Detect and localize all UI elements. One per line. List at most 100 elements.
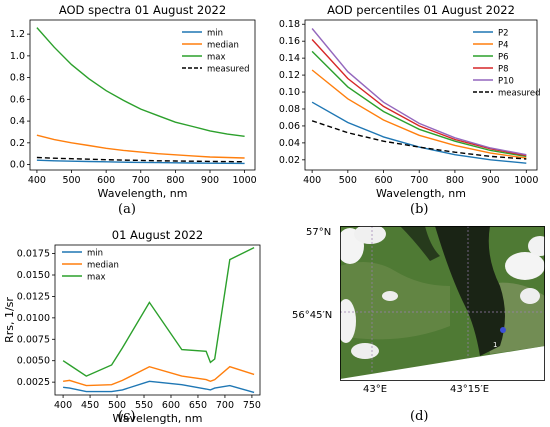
map-river	[435, 226, 505, 356]
x-tick-label: 700	[410, 175, 428, 186]
chart-title: 01 August 2022	[112, 228, 203, 242]
y-tick-label: 0.08	[279, 104, 300, 115]
y-tick-label: 0.04	[279, 138, 300, 149]
map-frame	[340, 226, 545, 381]
y-tick-label: 0.06	[279, 121, 300, 132]
legend-label: median	[207, 41, 239, 51]
x-tick-label: 900	[482, 175, 500, 186]
plot-frame	[29, 19, 256, 171]
chart-aod-spectra: AOD spectra 01 August 2022 400 500 600 700 80…	[0, 3, 257, 200]
panel-label-c: (c)	[118, 409, 136, 424]
map-point-label: 1	[493, 341, 497, 349]
x-tick-label: 500	[62, 175, 80, 186]
x-tick-label: 400	[303, 175, 321, 186]
legend-label: P8	[498, 65, 509, 75]
legend-label: P6	[498, 53, 509, 63]
x-tick-label: 400	[54, 400, 72, 411]
y-tick-label: 0.0125	[17, 291, 50, 302]
map-lon-label: 43°E	[363, 384, 388, 395]
x-tick-label: 600	[97, 175, 115, 186]
x-tick-label: 500	[108, 400, 126, 411]
chart-title: AOD spectra 01 August 2022	[59, 3, 226, 17]
series-line-P2	[311, 101, 527, 164]
y-tick-label: 0.0	[10, 160, 25, 171]
x-axis-label: Wavelength, nm	[376, 187, 466, 200]
map-land-texture	[340, 262, 450, 340]
series-line-median	[36, 134, 245, 159]
chart-rrs: 01 August 2022 400 450 500 550 600 650 700 750 0.…	[3, 228, 261, 425]
legend-label: median	[87, 261, 119, 271]
series-line-P10	[311, 28, 527, 156]
y-tick-label: 0.0150	[17, 270, 50, 281]
map-lat-label: 56°45′N	[292, 310, 333, 321]
legend-label: measured	[498, 89, 540, 99]
legend-label: P10	[498, 77, 514, 87]
map-cloud	[520, 288, 540, 304]
x-axis-label: Wavelength, nm	[98, 187, 188, 200]
panel-label-b: (b)	[410, 202, 429, 217]
x-tick-label: 700	[216, 400, 234, 411]
panel-label-d: (d)	[410, 409, 429, 424]
x-tick-label: 400	[28, 175, 46, 186]
map-cloud	[351, 343, 379, 359]
map-cloud	[382, 291, 398, 301]
series-line-min	[36, 159, 245, 165]
y-tick-label: 0.18	[279, 19, 300, 30]
plot-frame	[304, 19, 538, 171]
series-line-P6	[311, 50, 527, 158]
x-tick-label: 900	[201, 175, 219, 186]
map-cloud	[354, 226, 386, 244]
x-tick-label: 1000	[514, 175, 538, 186]
series-line-median	[63, 365, 255, 387]
x-tick-label: 500	[339, 175, 357, 186]
y-tick-label: 0.8	[10, 73, 25, 84]
y-tick-label: 0.2	[10, 138, 25, 149]
legend-label: measured	[207, 65, 249, 75]
y-axis-label: Rrs, 1/sr	[3, 297, 16, 343]
series-line-P4	[311, 69, 527, 159]
series-line-min	[63, 380, 255, 394]
map-cloud	[505, 252, 545, 280]
y-tick-label: 0.6	[10, 94, 25, 105]
map-cloud	[340, 299, 356, 343]
y-axis-label: AOD	[0, 83, 1, 107]
satellite-map: 1	[340, 226, 545, 381]
y-tick-label: 0.02	[279, 155, 300, 166]
chart-aod-percentiles: AOD percentiles 01 August 2022 400 500 600 7…	[275, 3, 540, 200]
series-line-max	[36, 27, 245, 137]
legend-label: max	[87, 273, 106, 283]
x-tick-label: 550	[135, 400, 153, 411]
y-tick-label: 0.0025	[17, 377, 50, 388]
legend-label: P4	[498, 41, 509, 51]
y-tick-label: 1.0	[10, 51, 25, 62]
x-tick-label: 800	[446, 175, 464, 186]
legend-label: min	[87, 249, 103, 259]
y-tick-label: 0.12	[279, 70, 300, 81]
legend-label: max	[207, 53, 226, 63]
map-river-branch	[400, 226, 440, 261]
y-axis-label: AOD	[275, 83, 276, 107]
y-tick-label: 0.0075	[17, 334, 50, 345]
plot-frame	[54, 244, 261, 396]
x-tick-label: 800	[166, 175, 184, 186]
legend-label: min	[207, 29, 223, 39]
map-cloud	[528, 236, 545, 256]
x-tick-label: 700	[132, 175, 150, 186]
map-point-marker	[500, 327, 506, 333]
panel-label-a: (a)	[118, 202, 136, 217]
x-tick-label: 1000	[233, 175, 257, 186]
x-tick-label: 600	[374, 175, 392, 186]
x-axis-label: Wavelength, nm	[113, 412, 203, 425]
y-tick-label: 1.2	[10, 29, 25, 40]
series-line-measured	[36, 156, 245, 163]
y-tick-label: 0.14	[279, 53, 300, 64]
series-line-max	[62, 246, 255, 377]
x-tick-label: 650	[189, 400, 207, 411]
chart-title: AOD percentiles 01 August 2022	[327, 3, 515, 17]
y-tick-label: 0.0050	[17, 356, 50, 367]
y-tick-label: 0.4	[10, 116, 25, 127]
y-tick-label: 0.16	[279, 36, 300, 47]
x-tick-label: 750	[243, 400, 261, 411]
x-tick-label: 600	[162, 400, 180, 411]
series-line-P8	[311, 39, 527, 157]
